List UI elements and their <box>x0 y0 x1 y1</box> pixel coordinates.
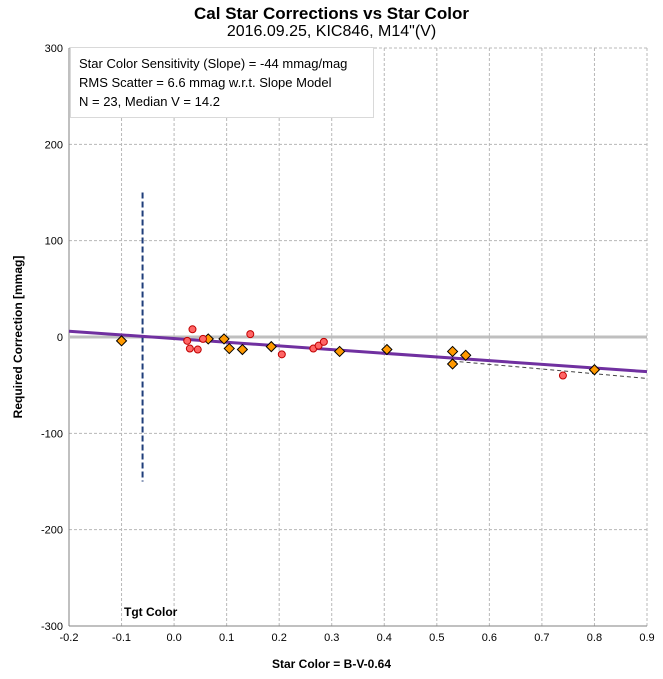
y-axis-label: Required Correction [mmag] <box>11 255 25 419</box>
y-tick-label: -100 <box>41 428 63 440</box>
diamond-data-point <box>446 358 459 370</box>
circle-data-point <box>319 337 328 346</box>
circle-data-point <box>246 330 255 339</box>
diamond-data-point <box>588 364 601 376</box>
slope-text: Star Color Sensitivity (Slope) = -44 mma… <box>79 56 348 71</box>
circle-data-point <box>277 350 286 359</box>
chart-subtitle: 2016.09.25, KIC846, M14"(V) <box>226 23 437 40</box>
diamond-data-point <box>381 343 393 356</box>
x-tick-label: 0.6 <box>482 632 497 644</box>
x-tick-label: 0.5 <box>429 632 444 644</box>
y-tick-label: -300 <box>41 621 63 633</box>
diamond-data-point <box>333 345 346 358</box>
diamond-data-point <box>446 345 459 358</box>
diamond-data-point <box>236 343 249 356</box>
circle-data-point <box>185 344 194 353</box>
circle-data-point <box>193 345 202 354</box>
target-color-label: Tgt Color <box>124 605 178 619</box>
x-tick-label: 0.2 <box>272 632 287 644</box>
x-tick-label: 0.3 <box>324 632 339 644</box>
dashed-fit-line <box>452 360 648 379</box>
x-tick-label: 0.4 <box>377 632 392 644</box>
diamond-data-point <box>223 342 235 355</box>
y-tick-label: 200 <box>45 139 63 151</box>
x-tick-label: -0.1 <box>112 632 131 644</box>
x-tick-label: 0.9 <box>639 632 654 644</box>
circle-data-point <box>314 341 323 350</box>
x-tick-label: 0.8 <box>587 632 602 644</box>
diamond-data-point <box>218 333 230 345</box>
diamond-data-point <box>265 340 278 353</box>
chart-title: Cal Star Corrections vs Star Color <box>194 4 469 23</box>
rms-scatter-text: RMS Scatter = 6.6 mmag w.r.t. Slope Mode… <box>79 75 332 90</box>
slope-model-line <box>68 329 648 374</box>
x-tick-label: 0.7 <box>534 632 549 644</box>
x-tick-label: 0.1 <box>219 632 234 644</box>
x-axis-label: Star Color = B-V-0.64 <box>271 657 392 671</box>
y-tick-label: 100 <box>45 236 63 248</box>
count-median-text: N = 23, Median V = 14.2 <box>79 94 220 109</box>
circle-data-point <box>198 334 207 343</box>
x-tick-label: -0.2 <box>60 632 79 644</box>
stats-annotation-box: Star Color Sensitivity (Slope) = -44 mma… <box>70 47 374 118</box>
x-tick-label: 0.0 <box>166 632 181 644</box>
diamond-data-point <box>115 335 128 347</box>
circle-data-point <box>188 325 197 334</box>
circle-data-point <box>183 336 192 345</box>
circle-data-point <box>558 371 567 380</box>
diamond-data-point <box>460 349 472 362</box>
y-tick-label: 0 <box>57 332 63 344</box>
y-tick-label: -200 <box>41 525 63 537</box>
y-tick-label: 300 <box>45 43 63 55</box>
